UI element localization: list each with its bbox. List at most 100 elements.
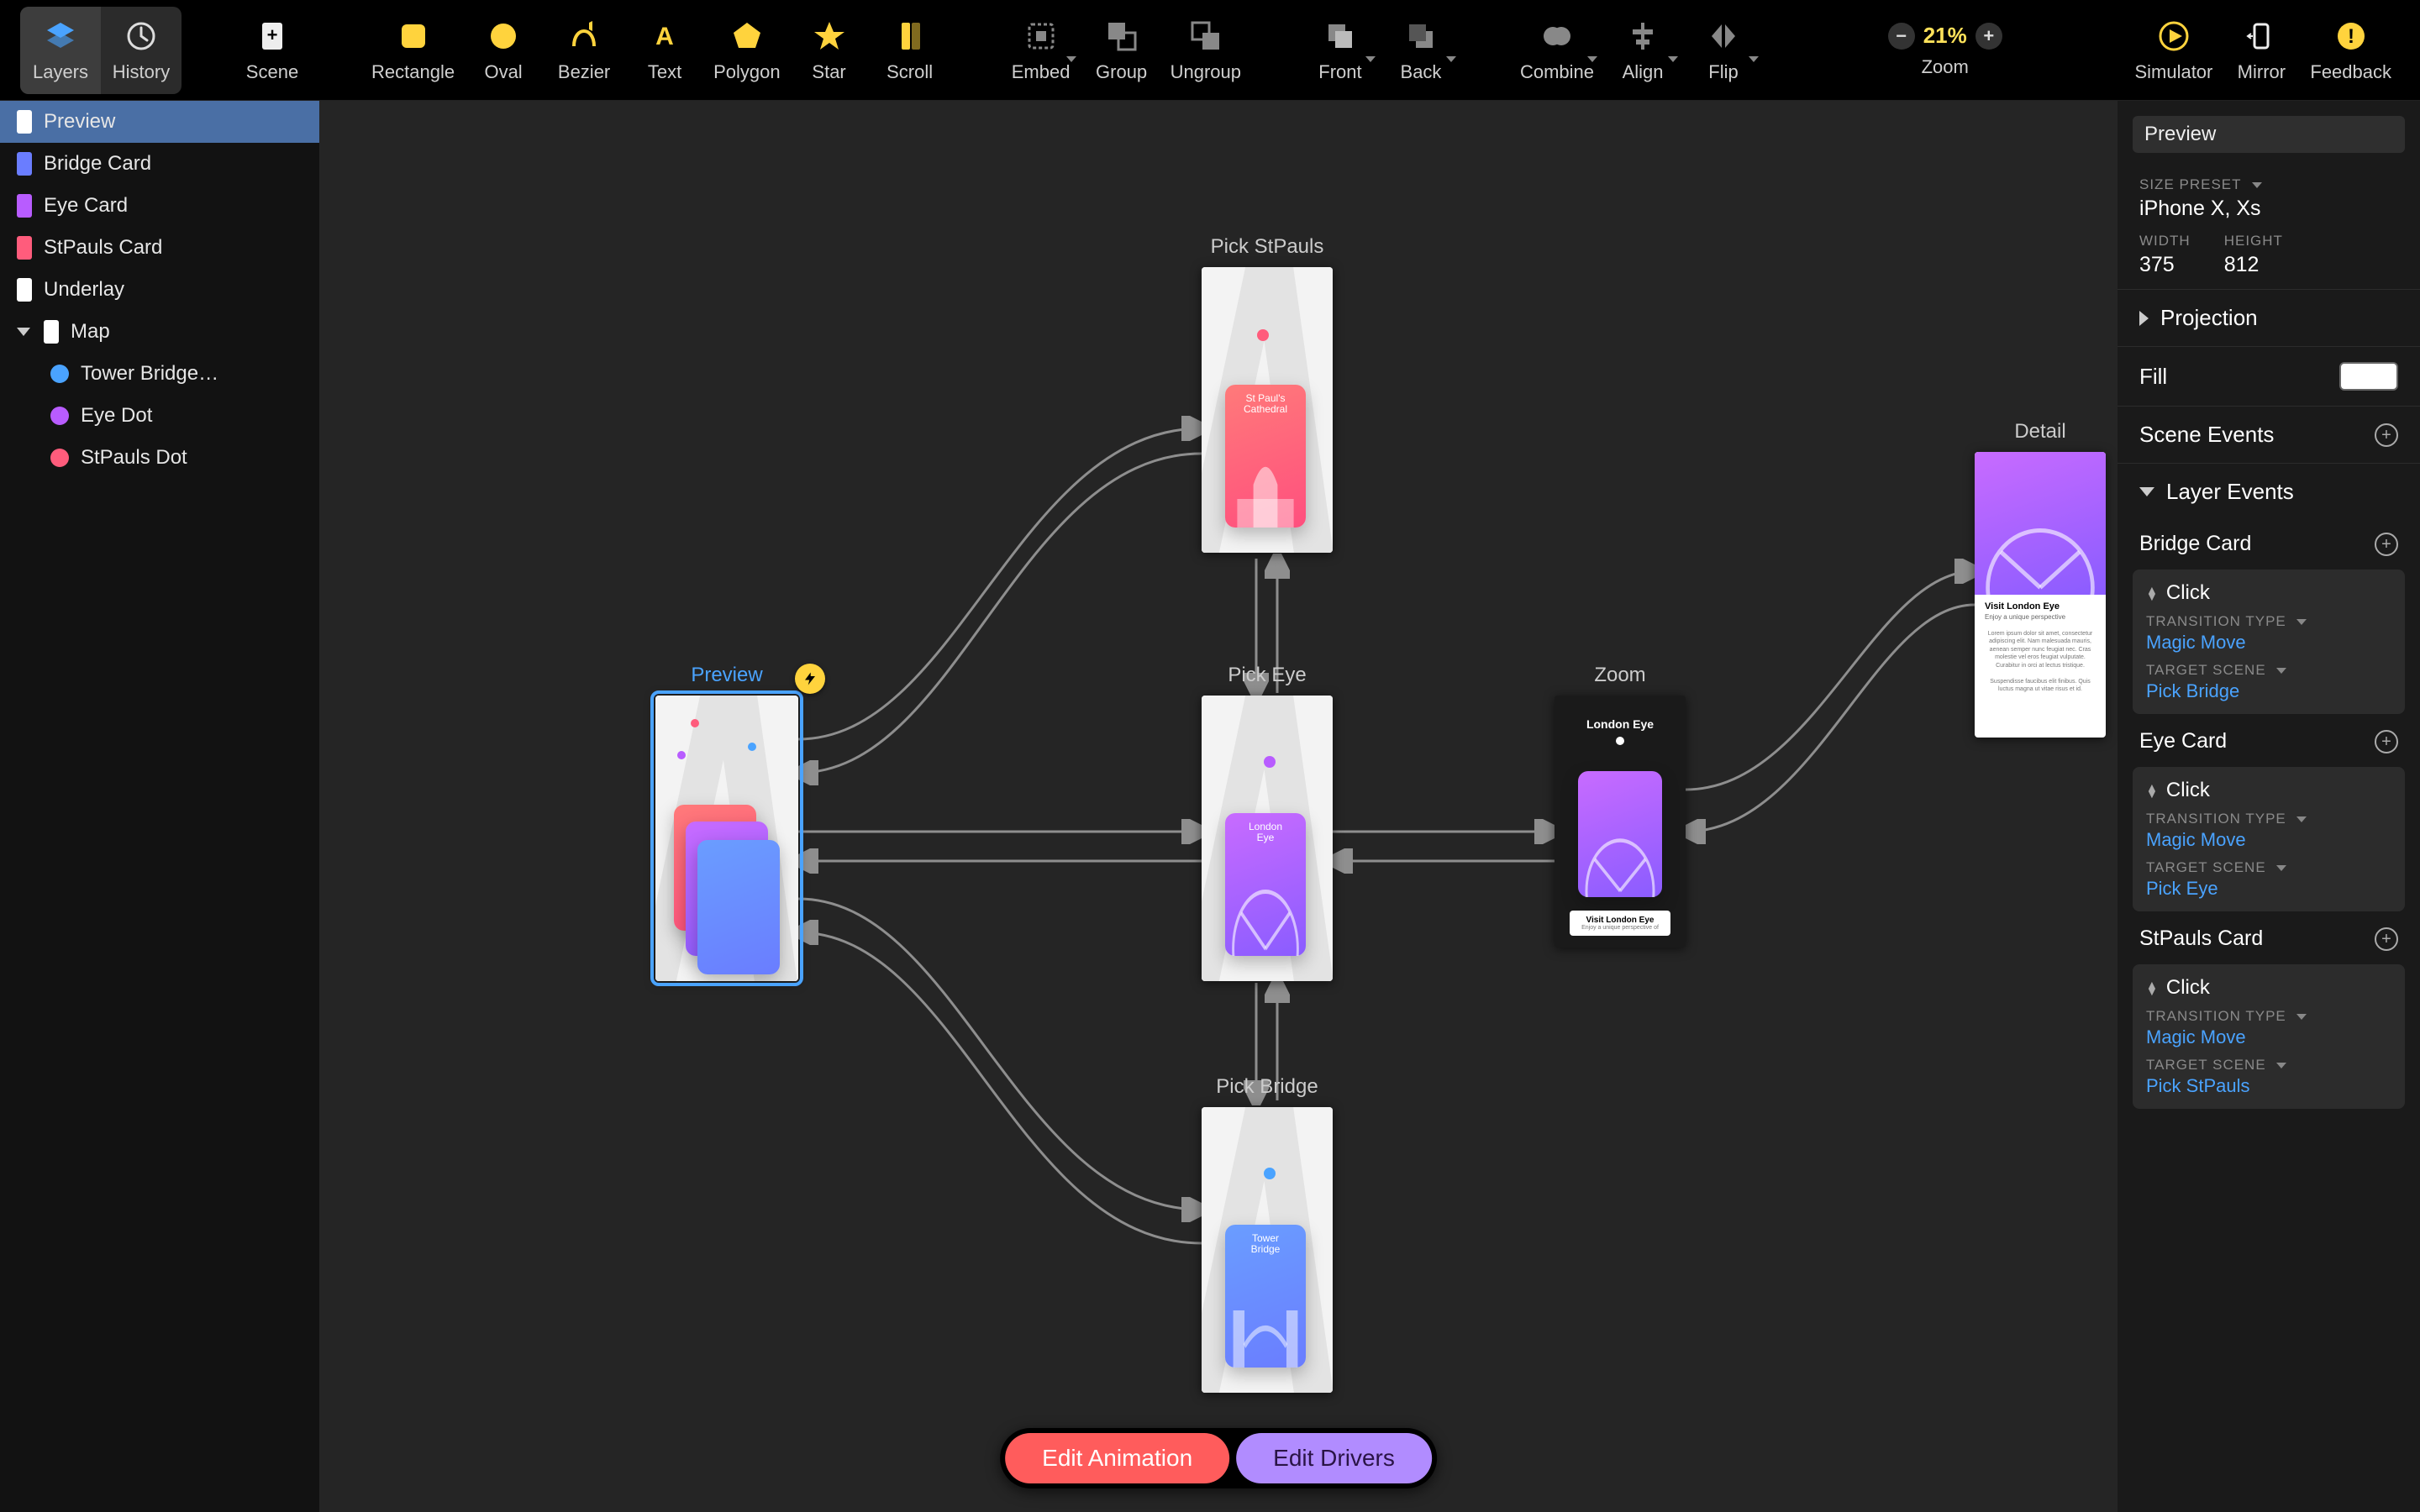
scene-preview[interactable]: Preview bbox=[655, 664, 798, 981]
transition-type-value[interactable]: Magic Move bbox=[2146, 632, 2391, 654]
event-card[interactable]: ▲▼ClickTRANSITION TYPEMagic MoveTARGET S… bbox=[2133, 570, 2405, 714]
transition-type-value[interactable]: Magic Move bbox=[2146, 1026, 2391, 1048]
scene-pick_bridge[interactable]: Pick BridgeTowerBridge bbox=[1202, 1075, 1333, 1393]
reorder-icon: ▲▼ bbox=[2146, 586, 2158, 601]
detail-title: Visit London Eye bbox=[1985, 601, 2060, 612]
scene-button[interactable]: + Scene bbox=[232, 7, 313, 94]
flip-button[interactable]: Flip bbox=[1683, 7, 1764, 94]
layer-row-stpauls-dot[interactable]: StPauls Dot bbox=[0, 437, 319, 479]
layer-row-eye-card[interactable]: Eye Card bbox=[0, 185, 319, 227]
svg-text:A: A bbox=[655, 23, 674, 50]
combine-label: Combine bbox=[1520, 61, 1594, 83]
scene-pick_eye[interactable]: Pick EyeLondonEye bbox=[1202, 664, 1333, 981]
add-event-button[interactable]: + bbox=[2375, 533, 2398, 556]
combine-button[interactable]: Combine bbox=[1512, 7, 1602, 94]
scene-frame[interactable]: London EyeVisit London EyeEnjoy a unique… bbox=[1555, 696, 1686, 948]
detail-hero bbox=[1975, 452, 2106, 595]
size-section: SIZE PRESET iPhone X, Xs WIDTH 375 HEIGH… bbox=[2118, 165, 2420, 290]
scene-canvas[interactable]: Preview Pick StPaulsSt Paul'sCathedralPi… bbox=[319, 101, 2118, 1512]
layers-tab-label: Layers bbox=[33, 61, 88, 83]
history-tab[interactable]: History bbox=[101, 7, 182, 94]
transition-type-label: TRANSITION TYPE bbox=[2146, 811, 2391, 827]
scene-frame[interactable]: St Paul'sCathedral bbox=[1202, 267, 1333, 553]
embed-button[interactable]: Embed bbox=[1001, 7, 1081, 94]
app-root: Layers History + Scene RectangleOvalBezi… bbox=[0, 0, 2420, 1512]
event-card[interactable]: ▲▼ClickTRANSITION TYPEMagic MoveTARGET S… bbox=[2133, 964, 2405, 1109]
scene-zoom[interactable]: ZoomLondon EyeVisit London EyeEnjoy a un… bbox=[1555, 664, 1686, 948]
event-trigger-row[interactable]: ▲▼Click bbox=[2146, 976, 2391, 1000]
layer-row-map[interactable]: Map bbox=[0, 311, 319, 353]
layer-row-preview[interactable]: Preview bbox=[0, 101, 319, 143]
star-icon bbox=[811, 18, 848, 55]
star-label: Star bbox=[812, 61, 845, 83]
text-button[interactable]: AText bbox=[624, 7, 705, 94]
bezier-button[interactable]: Bezier bbox=[544, 7, 624, 94]
scene-detail[interactable]: DetailVisit London EyeEnjoy a unique per… bbox=[1975, 420, 2106, 738]
scene-events-header[interactable]: Scene Events + bbox=[2118, 407, 2420, 464]
target-scene-value[interactable]: Pick StPauls bbox=[2146, 1075, 2391, 1097]
size-preset-value[interactable]: iPhone X, Xs bbox=[2139, 197, 2398, 221]
edit-drivers-button[interactable]: Edit Drivers bbox=[1236, 1433, 1432, 1483]
fill-swatch[interactable] bbox=[2339, 362, 2398, 391]
event-card[interactable]: ▲▼ClickTRANSITION TYPEMagic MoveTARGET S… bbox=[2133, 767, 2405, 911]
scene-frame[interactable]: LondonEye bbox=[1202, 696, 1333, 981]
lightning-badge[interactable] bbox=[795, 664, 825, 694]
dropdown-icon bbox=[1066, 56, 1076, 62]
target-scene-value[interactable]: Pick Bridge bbox=[2146, 680, 2391, 702]
back-button[interactable]: Back bbox=[1381, 7, 1461, 94]
edit-animation-button[interactable]: Edit Animation bbox=[1005, 1433, 1229, 1483]
scene-label: Preview bbox=[655, 664, 798, 687]
front-button[interactable]: Front bbox=[1300, 7, 1381, 94]
layer-dot-swatch bbox=[50, 449, 69, 467]
layer-row-stpauls-card[interactable]: StPauls Card bbox=[0, 227, 319, 269]
layer-row-eye-dot[interactable]: Eye Dot bbox=[0, 395, 319, 437]
align-label: Align bbox=[1623, 61, 1664, 83]
add-scene-event-button[interactable]: + bbox=[2375, 423, 2398, 447]
zoom-out-button[interactable]: − bbox=[1888, 23, 1915, 50]
layer-row-tower-bridge-dot[interactable]: Tower Bridge… bbox=[0, 353, 319, 395]
layer-events-header[interactable]: Layer Events bbox=[2118, 464, 2420, 520]
bezier-icon bbox=[566, 18, 602, 55]
star-button[interactable]: Star bbox=[789, 7, 870, 94]
feedback-button[interactable]: !Feedback bbox=[2302, 7, 2400, 94]
layer-row-bridge-card[interactable]: Bridge Card bbox=[0, 143, 319, 185]
scene-frame[interactable] bbox=[655, 696, 798, 981]
simulator-button[interactable]: Simulator bbox=[2126, 7, 2221, 94]
flip-label: Flip bbox=[1708, 61, 1738, 83]
inspector-title[interactable]: Preview bbox=[2133, 116, 2405, 153]
mini-card bbox=[697, 840, 780, 974]
scene-frame[interactable]: TowerBridge bbox=[1202, 1107, 1333, 1393]
ungroup-button[interactable]: Ungroup bbox=[1162, 7, 1249, 94]
oval-button[interactable]: Oval bbox=[463, 7, 544, 94]
add-event-button[interactable]: + bbox=[2375, 927, 2398, 951]
zoom-in-button[interactable]: + bbox=[1975, 23, 2002, 50]
layer-events-container: Bridge Card+▲▼ClickTRANSITION TYPEMagic … bbox=[2118, 520, 2420, 1112]
scroll-button[interactable]: Scroll bbox=[870, 7, 950, 94]
add-event-button[interactable]: + bbox=[2375, 730, 2398, 753]
height-value[interactable]: 812 bbox=[2224, 253, 2283, 277]
scene-frame[interactable]: Visit London EyeEnjoy a unique perspecti… bbox=[1975, 452, 2106, 738]
layer-label: Preview bbox=[44, 110, 115, 134]
group-label: Group bbox=[1096, 61, 1147, 83]
size-preset-label: SIZE PRESET bbox=[2139, 176, 2398, 193]
front-label: Front bbox=[1318, 61, 1361, 83]
group-button[interactable]: Group bbox=[1081, 7, 1162, 94]
transition-type-label: TRANSITION TYPE bbox=[2146, 613, 2391, 630]
layers-tab[interactable]: Layers bbox=[20, 7, 101, 94]
event-trigger-row[interactable]: ▲▼Click bbox=[2146, 581, 2391, 605]
polygon-button[interactable]: Polygon bbox=[705, 7, 789, 94]
transition-type-value[interactable]: Magic Move bbox=[2146, 829, 2391, 851]
target-scene-value[interactable]: Pick Eye bbox=[2146, 878, 2391, 900]
layer-row-underlay[interactable]: Underlay bbox=[0, 269, 319, 311]
polygon-label: Polygon bbox=[713, 61, 781, 83]
rectangle-button[interactable]: Rectangle bbox=[363, 7, 463, 94]
mirror-button[interactable]: Mirror bbox=[2221, 7, 2302, 94]
projection-header[interactable]: Projection bbox=[2118, 290, 2420, 347]
align-button[interactable]: Align bbox=[1602, 7, 1683, 94]
stpauls-dot bbox=[691, 719, 699, 727]
right-tools-group: SimulatorMirror!Feedback bbox=[2126, 7, 2400, 94]
event-trigger-row[interactable]: ▲▼Click bbox=[2146, 779, 2391, 802]
scene-label: Pick StPauls bbox=[1202, 235, 1333, 259]
scene-pick_stpauls[interactable]: Pick StPauls St Paul'sCathedral bbox=[1202, 235, 1333, 553]
width-value[interactable]: 375 bbox=[2139, 253, 2191, 277]
